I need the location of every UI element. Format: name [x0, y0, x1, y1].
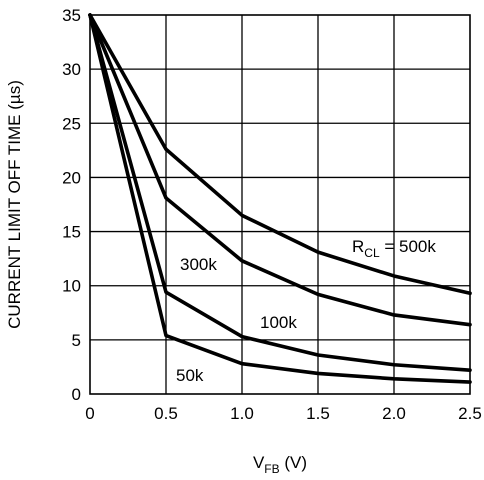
y-tick-label: 25: [62, 114, 81, 133]
x-tick-label: 0: [85, 404, 94, 423]
y-tick-label: 20: [62, 168, 81, 187]
x-axis-label-unit: (V): [280, 453, 307, 472]
x-axis-label: VFB (V): [253, 453, 307, 476]
annotation-50k: 50k: [176, 366, 204, 385]
annotation-rcl-subscript: CL: [364, 246, 380, 260]
series-lines: [88, 13, 472, 384]
x-axis-label-main: V: [253, 453, 265, 472]
y-tick-label: 15: [62, 223, 81, 242]
x-axis-label-subscript: FB: [264, 462, 279, 476]
y-tick-label: 35: [62, 6, 81, 25]
y-axis-label: CURRENT LIMIT OFF TIME (µs): [5, 80, 24, 329]
y-tick-label: 30: [62, 60, 81, 79]
y-tick-label: 10: [62, 277, 81, 296]
series-line-300k: [88, 13, 472, 327]
series-line-100k: [88, 13, 472, 372]
annotation-100k: 100k: [260, 313, 297, 332]
annotation-rcl-value: = 500k: [380, 237, 437, 256]
plot-frame: [89, 14, 471, 395]
x-tick-label: 0.5: [154, 404, 178, 423]
annotation-300k: 300k: [180, 255, 217, 274]
y-tick-label: 5: [72, 331, 81, 350]
x-tick-label: 2.5: [458, 404, 482, 423]
x-tick-label: 1.0: [230, 404, 254, 423]
series-line-500k: [88, 13, 472, 296]
y-tick-label: 0: [72, 385, 81, 404]
grid: [90, 15, 470, 394]
series-line-50k: [88, 13, 472, 384]
annotation-rcl-main: R: [352, 237, 364, 256]
tick-labels: 0 0.5 1.0 1.5 2.0 2.5 0 5 10 15 20 25 30 35: [62, 6, 482, 423]
x-tick-label: 2.0: [382, 404, 406, 423]
x-tick-label: 1.5: [306, 404, 330, 423]
annotation-rcl-500k: RCL = 500k: [352, 237, 436, 260]
